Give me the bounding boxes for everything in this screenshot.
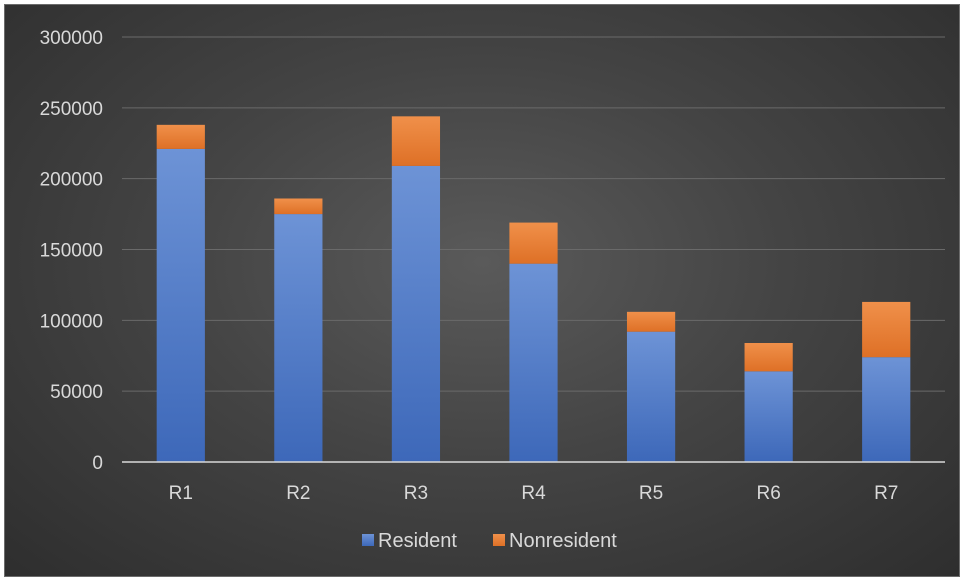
y-tick-label: 300000 bbox=[40, 28, 103, 49]
nonresident-bar-r5 bbox=[626, 311, 676, 332]
x-tick-label: R1 bbox=[169, 483, 193, 504]
nonresident-bar-r6 bbox=[744, 343, 793, 372]
x-tick-label: R7 bbox=[874, 483, 898, 504]
nonresident-bar-r3 bbox=[391, 116, 441, 166]
nonresident-bar-r1 bbox=[156, 124, 205, 149]
legend-label-resident: Resident bbox=[378, 530, 457, 552]
y-tick-label: 150000 bbox=[40, 241, 103, 262]
x-tick-label: R4 bbox=[521, 483, 546, 504]
x-axis-labels: R1 R2 R3 R4 R5 R6 R7 bbox=[169, 483, 899, 504]
nonresident-bar-r7 bbox=[862, 301, 911, 358]
legend-label-nonresident: Nonresident bbox=[509, 530, 617, 552]
y-axis-labels: 0 50000 100000 150000 200000 250000 300000 bbox=[40, 28, 103, 474]
y-tick-label: 100000 bbox=[40, 311, 103, 332]
y-tick-label: 200000 bbox=[40, 170, 103, 191]
resident-bar-r5 bbox=[626, 331, 676, 462]
legend: Resident Nonresident bbox=[362, 530, 617, 552]
y-tick-label: 50000 bbox=[50, 382, 103, 403]
nonresident-bar-r2 bbox=[274, 198, 323, 215]
resident-bar-r6 bbox=[744, 371, 793, 462]
y-tick-label: 250000 bbox=[40, 99, 103, 120]
gridlines bbox=[122, 36, 945, 392]
x-tick-label: R3 bbox=[404, 483, 428, 504]
legend-swatch-resident bbox=[362, 534, 374, 546]
resident-bar-r3 bbox=[391, 165, 441, 462]
resident-bar-r2 bbox=[274, 214, 323, 462]
resident-bar-r4 bbox=[509, 263, 558, 462]
nonresident-bar-r4 bbox=[509, 222, 558, 264]
x-tick-label: R2 bbox=[286, 483, 310, 504]
bars bbox=[156, 116, 911, 462]
y-tick-label: 0 bbox=[92, 453, 103, 474]
resident-bar-r1 bbox=[156, 148, 205, 462]
resident-bar-r7 bbox=[862, 357, 911, 462]
x-tick-label: R6 bbox=[756, 483, 780, 504]
x-tick-label: R5 bbox=[639, 483, 663, 504]
legend-swatch-nonresident bbox=[493, 534, 505, 546]
